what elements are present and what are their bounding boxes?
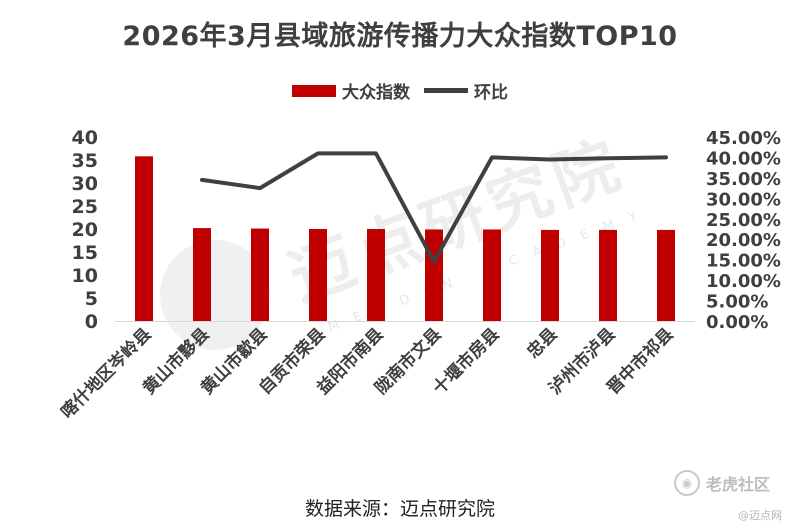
bar: [135, 156, 153, 321]
x-tick-label: 忠县: [523, 324, 562, 363]
brand-handle: @迈点网: [738, 509, 782, 522]
bar: [425, 229, 443, 321]
y-left-tick-label: 25: [72, 196, 98, 218]
y-right-tick-label: 5.00%: [706, 292, 768, 313]
y-left-tick-label: 15: [72, 242, 98, 264]
data-source: 数据来源：迈点研究院: [304, 498, 495, 520]
legend-item-line: 环比: [424, 78, 508, 103]
legend-item-bar: 大众指数: [292, 78, 410, 103]
bar: [541, 229, 559, 321]
y-left-tick-label: 20: [72, 219, 98, 241]
bar: [367, 229, 385, 321]
bar: [483, 229, 501, 321]
line-series: [200, 151, 668, 264]
brand-name: 老虎社区: [706, 475, 771, 494]
y-left-tick-label: 30: [72, 173, 98, 195]
y-right-tick-label: 0.00%: [706, 312, 768, 333]
y-right-tick-label: 35.00%: [706, 169, 781, 190]
y-right-tick-label: 40.00%: [706, 148, 781, 169]
bar: [599, 229, 617, 321]
y-right-tick-label: 25.00%: [706, 210, 781, 231]
y-left-tick-label: 40: [72, 127, 98, 149]
chart-title: 2026年3月县域旅游传播力大众指数TOP10: [122, 21, 678, 52]
bar: [309, 229, 327, 321]
legend-swatch-line: [424, 88, 468, 93]
y-right-tick-label: 45.00%: [706, 128, 781, 149]
x-tick-label: 喀什地区岑岭县: [57, 324, 156, 423]
brand-watermark: ◉ 老虎社区: [674, 470, 770, 496]
legend-label-bar: 大众指数: [342, 83, 410, 103]
y-left-tick-label: 35: [72, 150, 98, 172]
y-right-tick-label: 20.00%: [706, 230, 781, 251]
legend-swatch-bar: [292, 84, 336, 97]
bar: [193, 228, 211, 321]
legend-label-line: 环比: [474, 83, 508, 103]
chart-legend: 大众指数 环比: [0, 78, 800, 103]
y-right-tick-label: 10.00%: [706, 271, 781, 292]
bar: [657, 229, 675, 321]
y-right-tick-label: 30.00%: [706, 189, 781, 210]
y-left-tick-label: 5: [85, 288, 98, 310]
y-left-tick-label: 10: [72, 265, 98, 287]
tiger-logo-icon: ◉: [674, 470, 700, 496]
bar: [251, 228, 269, 321]
y-right-tick-label: 15.00%: [706, 251, 781, 272]
y-left-tick-label: 0: [85, 311, 98, 333]
